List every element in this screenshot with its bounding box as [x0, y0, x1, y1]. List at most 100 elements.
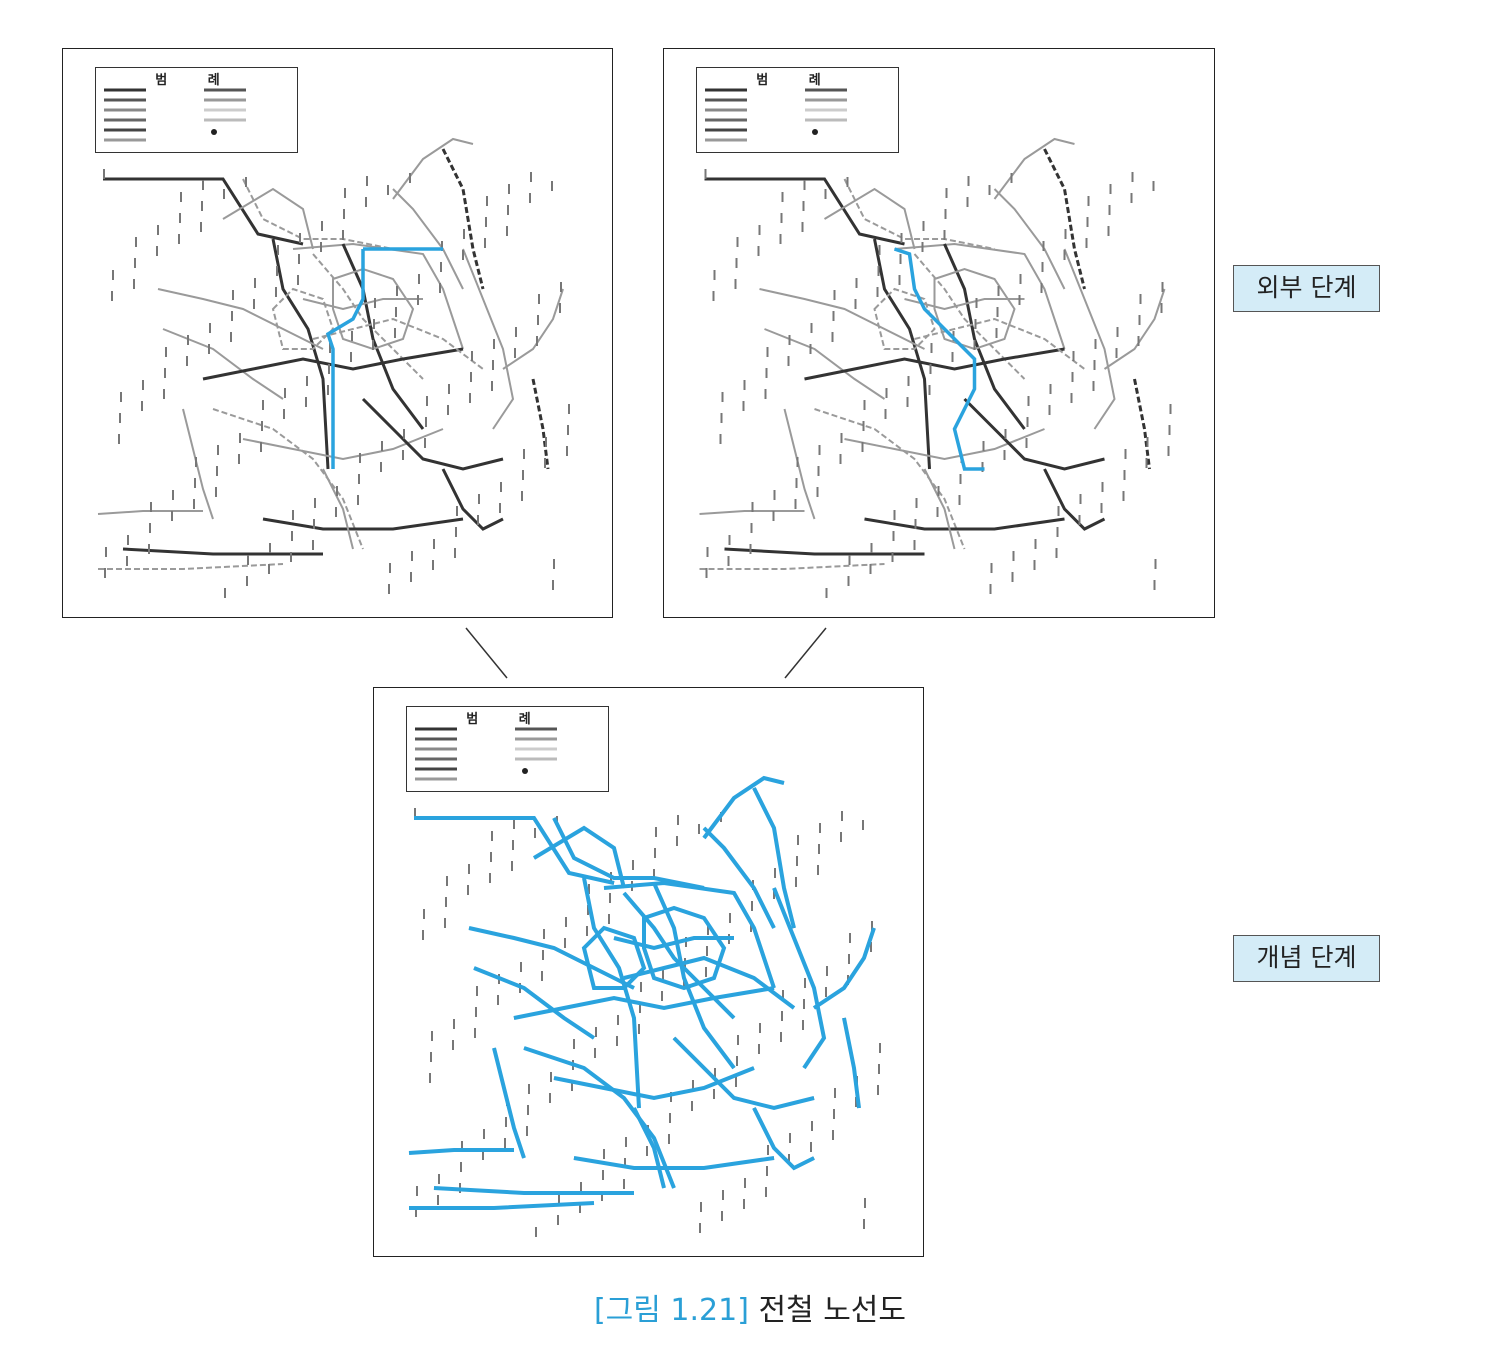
station-label-mark: [268, 564, 270, 574]
station-label-mark: [959, 474, 962, 484]
station-label-mark: [1040, 283, 1043, 293]
station-label-mark: [180, 192, 182, 202]
station-label-mark: [839, 454, 842, 464]
station-label-mark: [967, 176, 970, 186]
highlighted-line: [581, 925, 647, 990]
station-label-mark: [365, 197, 367, 207]
station-label-mark: [603, 1149, 605, 1159]
rail-line: [914, 317, 1086, 370]
station-label-mark: [359, 453, 361, 463]
station-label-mark: [705, 967, 707, 977]
highlighted-line: [842, 1017, 861, 1109]
rail-line: [322, 468, 354, 550]
station-label-mark: [409, 173, 411, 183]
station-label-mark: [521, 491, 523, 501]
station-label-mark: [1116, 327, 1119, 337]
station-label-mark: [848, 555, 851, 565]
station-label-mark: [826, 966, 828, 976]
station-label-mark: [426, 396, 428, 406]
station-label-mark: [200, 222, 202, 232]
rail-line: [531, 378, 550, 470]
station-label-mark: [261, 421, 263, 431]
station-label-mark: [537, 315, 539, 325]
station-label-mark: [313, 519, 315, 529]
rail-line: [699, 510, 805, 515]
station-label-mark: [759, 1023, 761, 1033]
station-label-mark: [216, 466, 218, 476]
rail-line: [704, 177, 905, 246]
rail-line: [813, 927, 875, 1009]
station-label-mark: [1161, 282, 1164, 292]
highlighted-line: [468, 926, 635, 990]
highlighted-line: [672, 1036, 815, 1111]
station-label-mark: [105, 547, 107, 557]
rail-line: [361, 397, 504, 471]
station-label-mark: [312, 540, 314, 550]
station-label-mark: [530, 172, 532, 182]
station-label-mark: [156, 246, 158, 256]
station-label-mark: [217, 445, 219, 455]
station-label-mark: [430, 1052, 432, 1062]
station-label-mark: [706, 946, 708, 956]
station-label-mark: [461, 1141, 463, 1151]
station-label-mark: [781, 192, 784, 202]
subway-map-drawing: [699, 137, 1172, 598]
rail-line: [441, 468, 504, 531]
station-label-mark: [624, 1158, 626, 1168]
station-label-mark: [526, 1126, 528, 1136]
station-label-mark: [854, 299, 857, 309]
rail-line: [97, 510, 203, 515]
station-label-mark: [831, 332, 834, 342]
station-label-mark: [468, 864, 470, 874]
station-label-mark: [329, 343, 331, 353]
station-label-mark: [437, 1195, 439, 1205]
station-label-mark: [751, 502, 754, 512]
station-label-mark: [995, 328, 998, 338]
station-label-mark: [936, 507, 939, 517]
rail-line: [703, 776, 785, 839]
station-label-mark: [415, 1207, 417, 1217]
station-label-mark: [513, 819, 515, 829]
station-label-mark: [1153, 580, 1156, 590]
station-label-mark: [534, 828, 536, 838]
highlighted-line: [772, 887, 827, 1070]
station-label-mark: [944, 209, 947, 219]
rail-line: [804, 347, 1065, 381]
station-label-mark: [698, 824, 700, 834]
station-label-mark: [625, 1137, 627, 1147]
station-label-mark: [1011, 572, 1014, 582]
rail-line: [904, 298, 1025, 311]
station-label-mark: [929, 364, 932, 374]
legend-title: 범 례: [466, 712, 549, 727]
highlighted-line: [652, 882, 736, 1070]
station-label-mark: [118, 434, 120, 444]
station-label-mark: [374, 298, 376, 308]
station-label-mark: [736, 237, 739, 247]
rail-line: [943, 243, 1026, 430]
station-label-mark: [928, 385, 931, 395]
station-label-mark: [996, 307, 999, 317]
station-label-mark: [446, 876, 448, 886]
station-label-mark: [528, 1084, 530, 1094]
station-label-mark: [743, 380, 746, 390]
station-label-mark: [587, 905, 589, 915]
station-label-mark: [943, 230, 946, 240]
rail-line: [823, 187, 916, 250]
station-label-mark: [713, 1089, 715, 1099]
station-label-mark: [780, 213, 783, 223]
station-label-mark: [491, 381, 493, 391]
station-label-mark: [810, 1142, 812, 1152]
station-label-mark: [1010, 173, 1013, 183]
station-label-mark: [394, 328, 396, 338]
station-label-mark: [729, 913, 731, 923]
station-label-mark: [900, 233, 903, 243]
station-label-mark: [670, 1092, 672, 1102]
station-label-mark: [1167, 446, 1170, 456]
station-label-mark: [327, 385, 329, 395]
station-label-mark: [914, 519, 917, 529]
station-label-mark: [878, 245, 881, 255]
station-label-mark: [566, 446, 568, 456]
station-label-mark: [453, 1019, 455, 1029]
station-label-mark: [456, 506, 458, 516]
station-label-mark: [588, 884, 590, 894]
